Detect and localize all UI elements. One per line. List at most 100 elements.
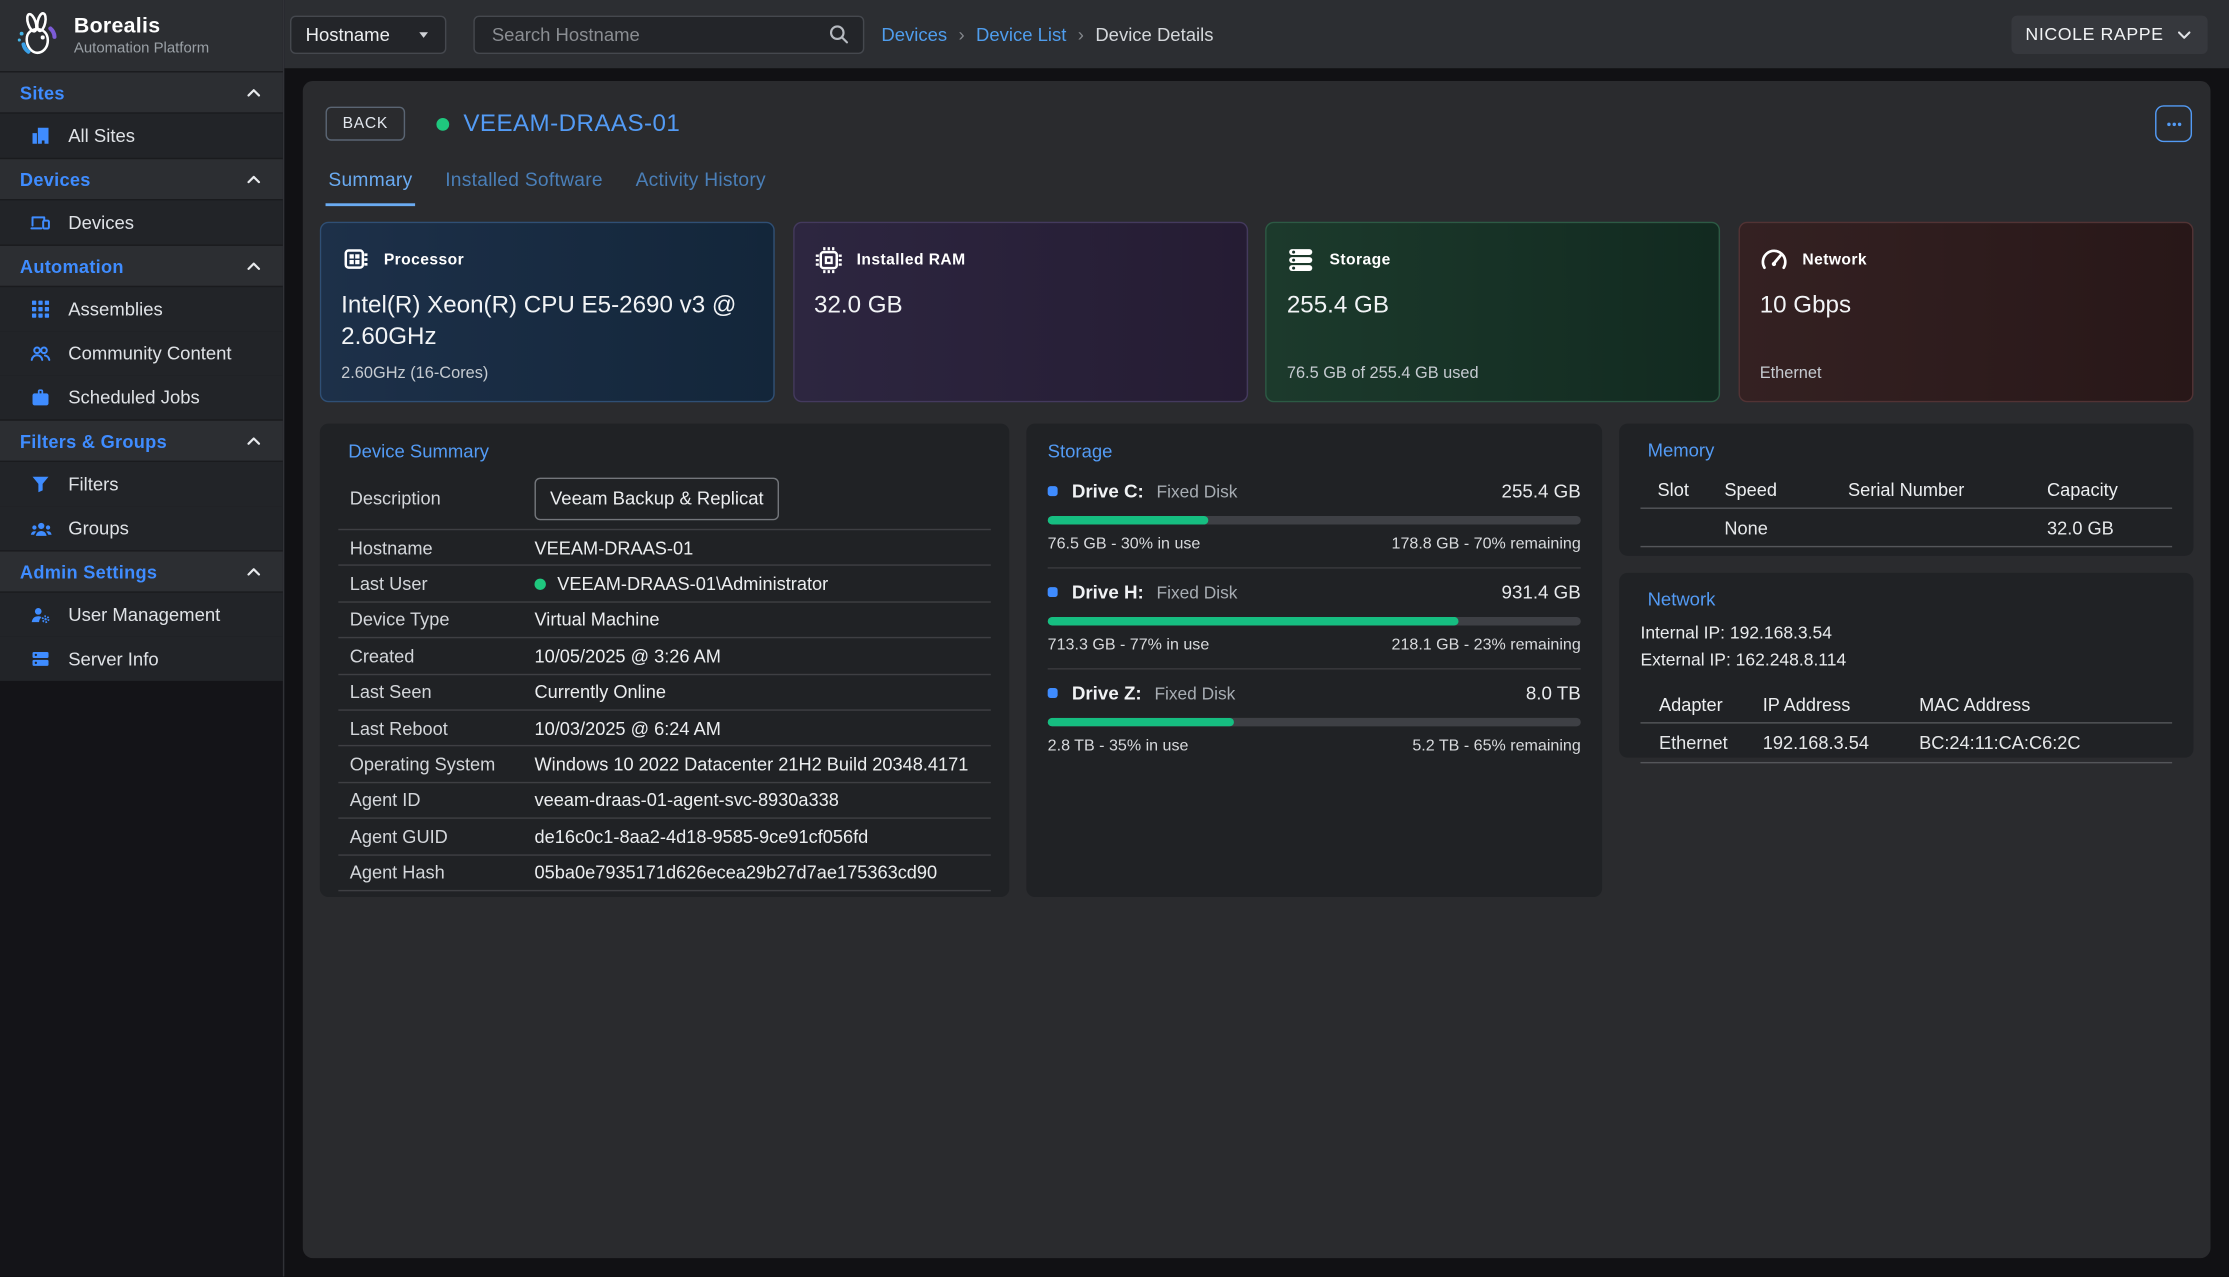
detail-panels-row: Device Summary Description Hostname VEEAM-… bbox=[319, 423, 2194, 897]
tab-summary[interactable]: Summary bbox=[325, 163, 416, 207]
drive-name: Drive H: bbox=[1071, 581, 1144, 603]
tab-installed-software[interactable]: Installed Software bbox=[445, 169, 603, 191]
groups-icon bbox=[30, 517, 53, 540]
summary-row-value: 05ba0e7935171d626ecea29b27d7ae175363cd90 bbox=[534, 861, 938, 884]
stat-card-value: 32.0 GB bbox=[814, 291, 903, 319]
device-title: VEEAM-DRAAS-01 bbox=[463, 109, 681, 137]
sidebar-item-scheduled-jobs[interactable]: Scheduled Jobs bbox=[0, 375, 283, 420]
breadcrumb-link-devices[interactable]: Devices bbox=[881, 23, 948, 45]
chevron-up-icon bbox=[245, 431, 263, 449]
user-gear-icon bbox=[30, 604, 53, 625]
summary-row-label: Description bbox=[349, 487, 441, 509]
caret-down-icon bbox=[414, 24, 434, 44]
sidebar-item-user-management[interactable]: User Management bbox=[0, 592, 283, 637]
drive-bullet-icon bbox=[1047, 486, 1058, 497]
description-input[interactable] bbox=[534, 476, 780, 520]
summary-row-label: Last Reboot bbox=[349, 717, 448, 739]
devices-icon bbox=[30, 212, 53, 233]
user-menu-button[interactable]: NICOLE RAPPE bbox=[2011, 14, 2208, 54]
sidebar-section-label: Filters & Groups bbox=[19, 430, 167, 452]
server-icon bbox=[30, 648, 53, 669]
stat-card-label: Installed RAM bbox=[856, 251, 966, 269]
drive-drive-z: Drive Z: Fixed Disk 8.0 TB 2.8 TB - 35% in … bbox=[1047, 670, 1581, 770]
summary-row-label: Last Seen bbox=[349, 681, 432, 703]
drive-drive-c: Drive C: Fixed Disk 255.4 GB 76.5 GB - 30% … bbox=[1047, 468, 1581, 569]
network-icon bbox=[1760, 246, 1788, 274]
drive-usage-bar bbox=[1047, 616, 1581, 626]
sidebar-item-community-content[interactable]: Community Content bbox=[0, 331, 283, 376]
network-header-row: Adapter IP Address MAC Address bbox=[1640, 687, 2173, 724]
grid-icon bbox=[30, 299, 53, 320]
summary-row-value: VEEAM-DRAAS-01\Administrator bbox=[534, 573, 828, 594]
memory-header-row: Slot Speed Serial Number Capacity bbox=[1640, 472, 2173, 509]
sidebar-item-devices[interactable]: Devices bbox=[0, 200, 283, 245]
memory-panel: Memory Slot Speed Serial Number Capacity Non… bbox=[1619, 423, 2194, 556]
memory-col-serial-number: Serial Number bbox=[1848, 479, 1965, 501]
search-field-dropdown[interactable]: Hostname bbox=[289, 14, 447, 54]
drive-drive-h: Drive H: Fixed Disk 931.4 GB 713.3 GB - 77%… bbox=[1047, 569, 1581, 670]
sidebar-item-label: Devices bbox=[68, 211, 134, 234]
summary-row-label: Agent Hash bbox=[349, 861, 445, 884]
sidebar-section-devices[interactable]: Devices bbox=[0, 157, 283, 201]
sidebar-item-groups[interactable]: Groups bbox=[0, 506, 283, 551]
drive-used-text: 2.8 TB - 35% in use bbox=[1047, 737, 1189, 755]
sidebar-item-all-sites[interactable]: All Sites bbox=[0, 113, 283, 158]
drive-usage-fill bbox=[1047, 516, 1208, 525]
drive-type: Fixed Disk bbox=[1156, 582, 1238, 603]
drive-usage-bar bbox=[1047, 717, 1581, 727]
device-details-panel: BACK VEEAM-DRAAS-01 Summary Installed Sof… bbox=[302, 81, 2211, 1259]
tab-bar: Summary Installed Software Activity Histor… bbox=[325, 163, 2211, 207]
borealis-rabbit-logo-icon bbox=[11, 10, 62, 61]
memory-col-capacity: Capacity bbox=[2047, 479, 2118, 501]
sidebar-item-label: User Management bbox=[68, 604, 221, 626]
brand-subtitle: Automation Platform bbox=[73, 39, 210, 57]
search-icon[interactable] bbox=[827, 23, 850, 46]
sidebar-item-label: Filters bbox=[68, 473, 119, 495]
breadcrumb-link-device-list[interactable]: Device List bbox=[976, 23, 1067, 45]
stat-card-footer bbox=[814, 365, 1226, 382]
summary-row-last-user: Last User VEEAM-DRAAS-01\Administrator bbox=[338, 566, 991, 603]
summary-row-label: Agent GUID bbox=[349, 825, 448, 847]
tab-activity-history[interactable]: Activity History bbox=[635, 169, 766, 191]
breadcrumb: Devices › Device List › Device Details bbox=[881, 23, 1213, 44]
sidebar-section-admin-settings[interactable]: Admin Settings bbox=[0, 550, 283, 593]
summary-row-value: VEEAM-DRAAS-01 bbox=[534, 536, 694, 559]
more-actions-button[interactable] bbox=[2155, 105, 2193, 143]
online-status-dot bbox=[534, 577, 546, 590]
back-button[interactable]: BACK bbox=[325, 106, 406, 141]
stat-card-network: Network 10 Gbps Ethernet bbox=[1738, 221, 2194, 403]
drive-name: Drive Z: bbox=[1071, 682, 1142, 704]
search-input[interactable] bbox=[477, 23, 828, 45]
drive-remaining-text: 178.8 GB - 70% remaining bbox=[1391, 535, 1581, 553]
summary-row-label: Hostname bbox=[349, 536, 433, 559]
sidebar-item-label: Server Info bbox=[68, 648, 159, 670]
sidebar-section-automation[interactable]: Automation bbox=[0, 244, 283, 288]
memory-cell: 32.0 GB bbox=[2047, 516, 2114, 539]
ellipsis-icon bbox=[2163, 113, 2184, 134]
sidebar-item-server-info[interactable]: Server Info bbox=[0, 636, 283, 681]
brand-name: Borealis bbox=[73, 14, 161, 39]
stat-card-footer: Ethernet bbox=[1759, 365, 1822, 383]
summary-row-label: Created bbox=[349, 645, 415, 667]
sidebar-item-filters[interactable]: Filters bbox=[0, 462, 283, 507]
network-panel-title: Network bbox=[1647, 588, 1716, 610]
drive-usage-fill bbox=[1047, 717, 1235, 727]
memory-table: Slot Speed Serial Number Capacity None 32.0 G… bbox=[1640, 472, 2173, 548]
memory-col-slot: Slot bbox=[1657, 479, 1689, 501]
sidebar-item-label: Assemblies bbox=[68, 298, 163, 320]
stat-card-processor: Processor Intel(R) Xeon(R) CPU E5-2690 v3… bbox=[319, 221, 775, 403]
network-col-adapter: Adapter bbox=[1658, 693, 1723, 716]
sidebar-section-filters-groups[interactable]: Filters & Groups bbox=[0, 419, 283, 463]
sidebar-item-assemblies[interactable]: Assemblies bbox=[0, 287, 283, 332]
summary-row-created: Created 10/05/2025 @ 3:26 AM bbox=[338, 639, 991, 675]
device-online-status-dot bbox=[436, 117, 450, 131]
storage-panel: Storage Drive C: Fixed Disk 255.4 GB 76.5 G… bbox=[1026, 423, 1603, 897]
summary-row-value: Currently Online bbox=[534, 681, 666, 703]
chevron-up-icon bbox=[245, 257, 263, 275]
network-panel: Network Internal IP: 192.168.3.54 Extern… bbox=[1619, 572, 2194, 764]
sidebar-section-sites[interactable]: Sites bbox=[0, 71, 283, 114]
search-box bbox=[473, 14, 865, 54]
drive-list: Drive C: Fixed Disk 255.4 GB 76.5 GB - 30% … bbox=[1026, 468, 1602, 769]
summary-row-agent-id: Agent ID veeam-draas-01-agent-svc-8930a33… bbox=[338, 783, 991, 819]
summary-row-value: 10/05/2025 @ 3:26 AM bbox=[534, 645, 721, 667]
